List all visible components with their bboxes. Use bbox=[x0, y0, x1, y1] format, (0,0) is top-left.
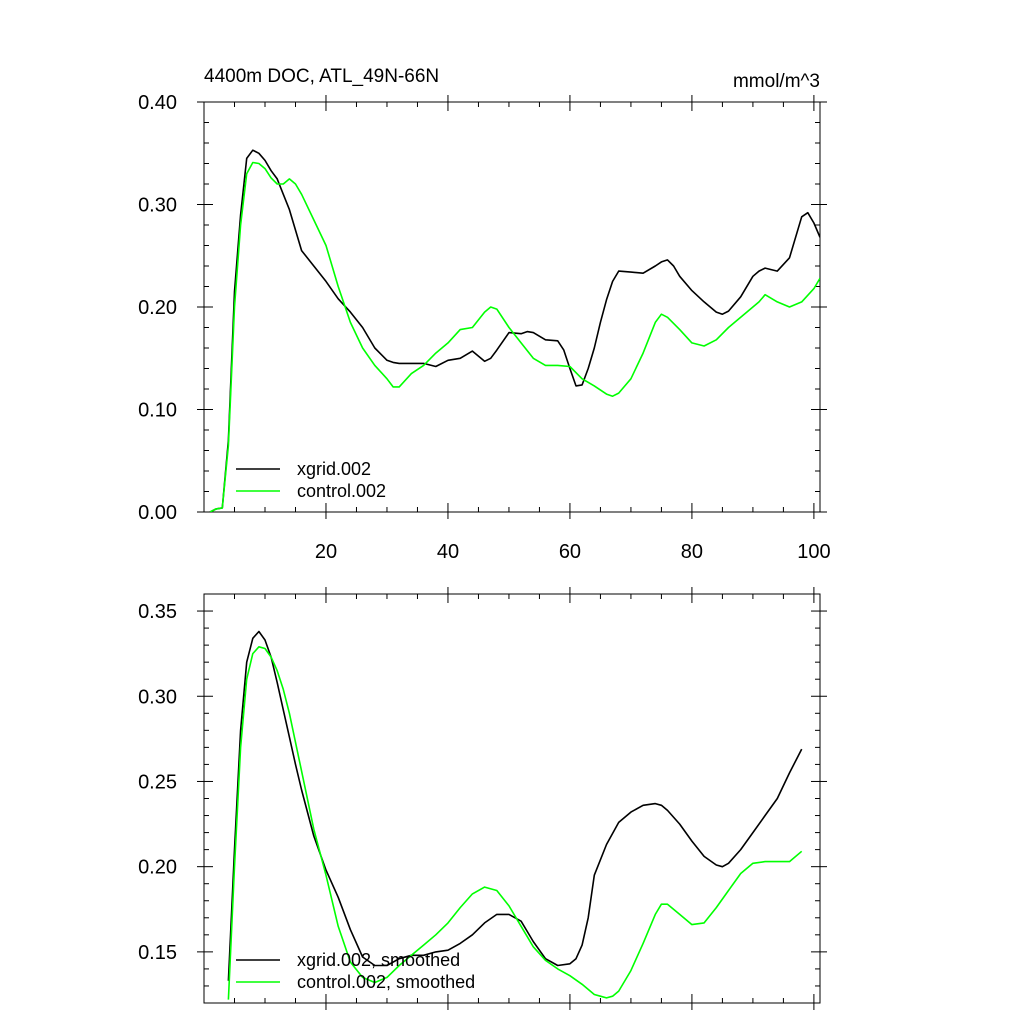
x-tick-label: 40 bbox=[437, 541, 459, 563]
legend-label: xgrid.002 bbox=[297, 459, 371, 479]
y-tick-label: 0.30 bbox=[138, 686, 177, 708]
plot-frame bbox=[203, 101, 821, 513]
x-tick-label: 20 bbox=[315, 541, 337, 563]
top-panel-units: mmol/m^3 bbox=[733, 71, 820, 92]
y-tick-label: 0.00 bbox=[138, 502, 177, 524]
legend-label: xgrid.002, smoothed bbox=[297, 950, 460, 970]
y-tick-label: 0.20 bbox=[138, 857, 177, 879]
y-tick-label: 0.25 bbox=[138, 771, 177, 793]
y-tick-label: 0.30 bbox=[138, 195, 177, 217]
series-line-control-002-smoothed bbox=[227, 646, 803, 1000]
series-line-xgrid-002-smoothed bbox=[227, 630, 803, 981]
y-tick-label: 0.20 bbox=[138, 297, 177, 319]
y-tick-label: 0.35 bbox=[138, 601, 177, 623]
top-panel-title: 4400m DOC, ATL_49N-66N bbox=[204, 66, 439, 87]
series-line-control-002 bbox=[209, 161, 820, 512]
x-tick-label: 60 bbox=[559, 541, 581, 563]
legend-label: control.002 bbox=[297, 481, 386, 501]
x-tick-label: 100 bbox=[797, 541, 830, 563]
bottom-panel: 0.15 0.20 0.25 0.30 0.35 xgrid.002, smoothedc… bbox=[138, 587, 827, 1010]
plot-frame bbox=[203, 593, 821, 1004]
top-panel: 4400m DOC, ATL_49N-66N mmol/m^3 20 40 60 80… bbox=[138, 66, 831, 563]
y-tick-label: 0.40 bbox=[138, 92, 177, 114]
series-line-xgrid-002 bbox=[209, 149, 820, 512]
y-tick-label: 0.10 bbox=[138, 400, 177, 422]
legend-label: control.002, smoothed bbox=[297, 972, 475, 992]
y-tick-label: 0.15 bbox=[138, 942, 177, 964]
x-tick-label: 80 bbox=[681, 541, 703, 563]
